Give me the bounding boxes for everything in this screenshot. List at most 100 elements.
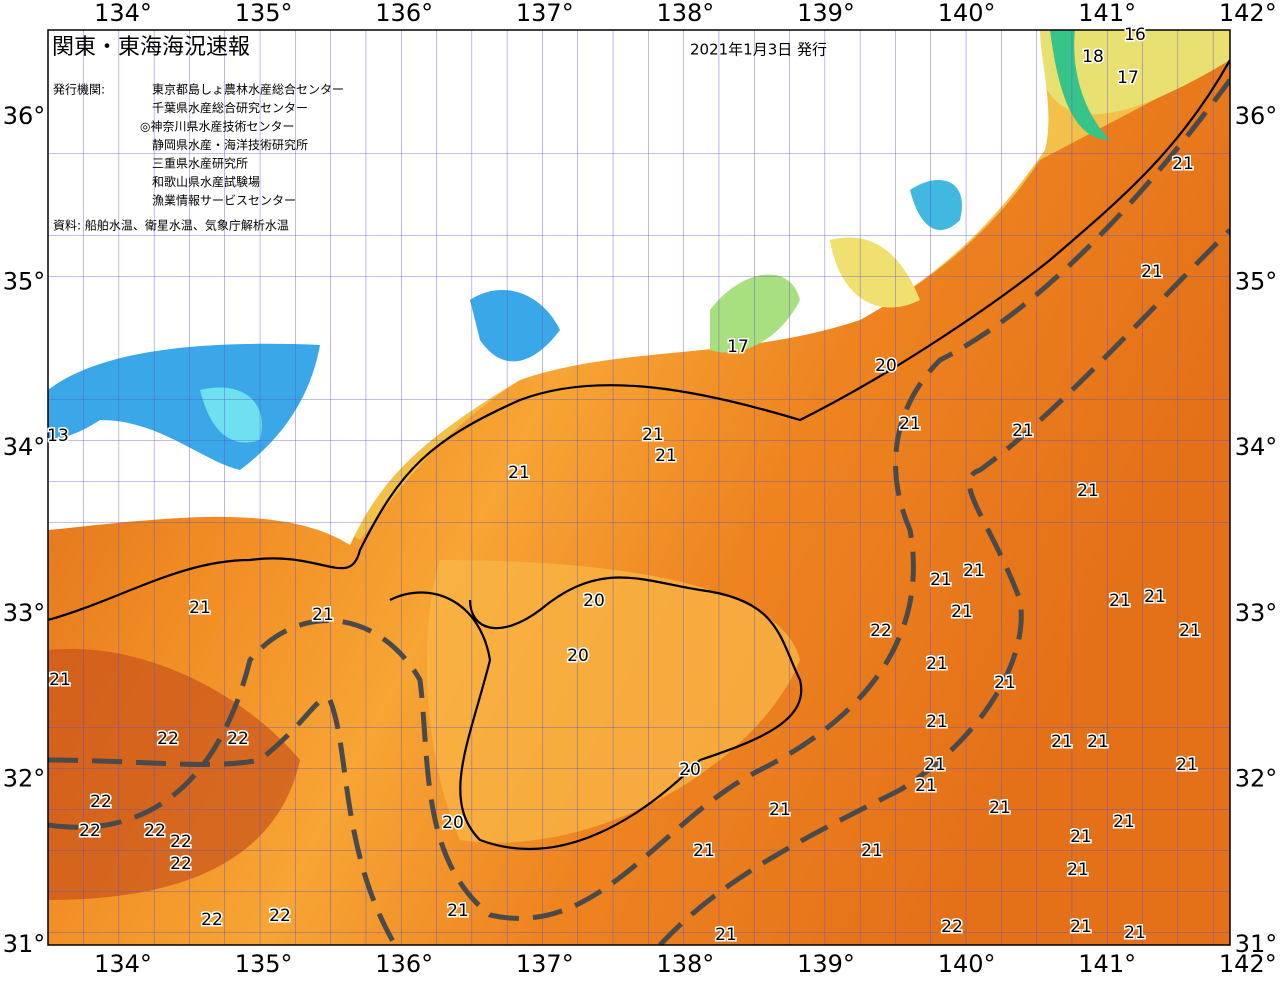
- source-note: 資料: 船舶水温、衛星水温、気象庁解析水温: [53, 218, 289, 233]
- contour-label: 21: [1172, 154, 1194, 174]
- longitude-label: 140°: [938, 950, 996, 978]
- contour-label: 21: [1067, 860, 1089, 880]
- longitude-label: 141°: [1078, 950, 1136, 978]
- contour-label: 21: [1012, 421, 1034, 441]
- contour-label: 17: [1117, 68, 1139, 88]
- contour-label: 21: [1176, 755, 1198, 775]
- longitude-label: 134°: [94, 950, 152, 978]
- latitude-label: 32°: [3, 764, 46, 792]
- contour-label: 21: [1124, 923, 1146, 943]
- contour-label: 22: [201, 910, 223, 930]
- contour-label: 20: [583, 591, 605, 611]
- contour-label: 20: [875, 356, 897, 376]
- issuer-name: 三重県水産研究所: [152, 156, 248, 171]
- contour-label: 17: [727, 337, 749, 357]
- contour-label: 21: [508, 463, 530, 483]
- latitude-label: 35°: [1235, 268, 1278, 296]
- contour-label: 21: [861, 841, 883, 861]
- longitude-label: 139°: [797, 0, 855, 27]
- contour-label: 21: [926, 654, 948, 674]
- contour-label: 22: [170, 854, 192, 874]
- latitude-label: 33°: [3, 599, 46, 627]
- contour-label: 20: [442, 813, 464, 833]
- issuer-name: 静岡県水産・海洋技術研究所: [152, 137, 308, 152]
- contour-label: 21: [1087, 732, 1109, 752]
- latitude-label: 31°: [3, 930, 46, 958]
- issuer-name: 漁業情報サービスセンター: [152, 194, 296, 208]
- contour-label: 21: [963, 561, 985, 581]
- contour-label: 21: [951, 602, 973, 622]
- longitude-label: 142°: [1219, 0, 1277, 27]
- contour-label: 21: [926, 712, 948, 732]
- longitude-label: 142°: [1219, 950, 1277, 978]
- contour-label: 16: [1124, 25, 1146, 45]
- longitude-label: 140°: [938, 0, 996, 27]
- contour-label: 21: [693, 841, 715, 861]
- contour-label: 21: [994, 673, 1016, 693]
- contour-label: 21: [1113, 812, 1135, 832]
- contour-label: 21: [1077, 481, 1099, 501]
- contour-label: 21: [915, 776, 937, 796]
- contour-label: 21: [447, 901, 469, 921]
- contour-label: 21: [655, 446, 677, 466]
- contour-label: 21: [1070, 917, 1092, 937]
- issue-date: 2021年1月3日 発行: [690, 41, 827, 59]
- contour-label: 21: [312, 605, 334, 625]
- contour-label: 21: [49, 670, 71, 690]
- issuer-name: 和歌山県水産試験場: [152, 174, 260, 189]
- contour-label: 21: [1144, 587, 1166, 607]
- longitude-label: 136°: [375, 950, 433, 978]
- contour-label: 22: [157, 729, 179, 749]
- contour-label: 21: [642, 425, 664, 445]
- longitude-label: 135°: [235, 950, 293, 978]
- contour-label: 21: [924, 755, 946, 775]
- latitude-label: 34°: [3, 433, 46, 461]
- contour-label: 22: [90, 792, 112, 812]
- contour-label: 21: [989, 798, 1011, 818]
- longitude-label: 141°: [1078, 0, 1136, 27]
- latitude-label: 36°: [3, 102, 46, 130]
- longitude-label: 137°: [516, 0, 574, 27]
- issuers-label: 発行機関:: [53, 82, 105, 97]
- contour-label: 18: [1082, 47, 1104, 67]
- contour-label: 22: [170, 832, 192, 852]
- contour-label: 21: [899, 414, 921, 434]
- contour-label: 22: [79, 821, 101, 841]
- contour-label: 22: [870, 621, 892, 641]
- longitude-label: 134°: [94, 0, 152, 27]
- issuer-name: 千葉県水産総合研究センター: [152, 100, 308, 115]
- contour-label: 21: [1051, 732, 1073, 752]
- longitude-label: 138°: [656, 950, 714, 978]
- contour-label: 21: [1179, 621, 1201, 641]
- latitude-label: 35°: [3, 268, 46, 296]
- longitude-label: 137°: [516, 950, 574, 978]
- map-area: [48, 30, 1230, 945]
- map-title: 関東・東海海況速報: [52, 35, 250, 60]
- contour-label: 21: [1141, 262, 1163, 282]
- contour-label: 21: [1109, 591, 1131, 611]
- map-frame: [47, 29, 1231, 946]
- contour-label: 21: [189, 598, 211, 618]
- issuer-name: ◎神奈川県水産技術センター: [140, 119, 294, 134]
- contour-label: 22: [269, 906, 291, 926]
- latitude-label: 32°: [1235, 764, 1278, 792]
- contour-label: 21: [930, 570, 952, 590]
- contour-label: 20: [567, 646, 589, 666]
- contour-label: 22: [144, 821, 166, 841]
- contour-label: 20: [679, 760, 701, 780]
- longitude-label: 136°: [375, 0, 433, 27]
- contour-label: 13: [47, 426, 69, 446]
- latitude-label: 31°: [1235, 930, 1278, 958]
- latitude-label: 34°: [1235, 433, 1278, 461]
- contour-label: 22: [941, 917, 963, 937]
- contour-label: 21: [1070, 827, 1092, 847]
- contour-label: 21: [769, 800, 791, 820]
- latitude-label: 33°: [1235, 599, 1278, 627]
- contour-label: 22: [227, 729, 249, 749]
- longitude-label: 135°: [235, 0, 293, 27]
- contour-label: 21: [715, 925, 737, 945]
- latitude-label: 36°: [1235, 102, 1278, 130]
- longitude-label: 138°: [656, 0, 714, 27]
- issuer-name: 東京都島しょ農林水産総合センター: [152, 82, 344, 97]
